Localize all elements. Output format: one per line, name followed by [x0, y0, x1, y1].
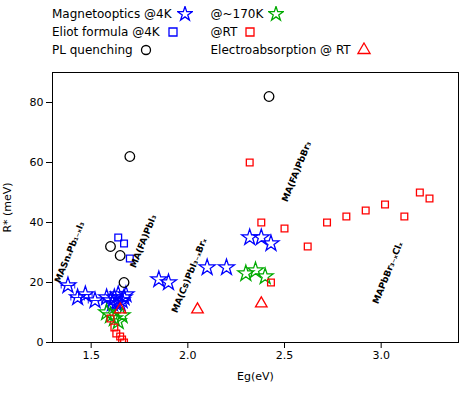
svg-text:0: 0: [37, 336, 44, 349]
html-text:PL quenching: PL quenching: [52, 43, 133, 57]
svg-text:MA(Cs)PbI₃₋ₓBrₓ: MA(Cs)PbI₃₋ₓBrₓ: [170, 236, 209, 314]
html-text:Magnetooptics @4K: Magnetooptics @4K: [52, 7, 172, 21]
svg-text:1.5: 1.5: [82, 349, 100, 362]
html-text:Electroabsorption @ RT: Electroabsorption @ RT: [210, 43, 351, 57]
svg-text:Eg(eV): Eg(eV): [237, 370, 274, 383]
svg-text:2.5: 2.5: [276, 349, 294, 362]
svg-text:20: 20: [30, 276, 44, 289]
html-text:@RT: @RT: [210, 25, 238, 39]
html-text:Eliot formula @4K: Eliot formula @4K: [52, 25, 160, 39]
svg-text:2.0: 2.0: [179, 349, 197, 362]
svg-text:60: 60: [30, 156, 44, 169]
html-text:@~170K: @~170K: [210, 7, 264, 21]
svg-text:R* (meV): R* (meV): [1, 182, 14, 232]
svg-text:3.0: 3.0: [372, 349, 390, 362]
svg-text:MAPbBr₃₋ₓClₓ: MAPbBr₃₋ₓClₓ: [371, 240, 405, 305]
svg-text:80: 80: [30, 96, 44, 109]
svg-text:MA(FA)PbBr₃: MA(FA)PbBr₃: [280, 140, 313, 204]
svg-text:MASnₓPb₁₋ₓI₃: MASnₓPb₁₋ₓI₃: [53, 220, 87, 284]
svg-text:MA(FA)PbI₃: MA(FA)PbI₃: [128, 213, 158, 269]
svg-text:40: 40: [30, 216, 44, 229]
